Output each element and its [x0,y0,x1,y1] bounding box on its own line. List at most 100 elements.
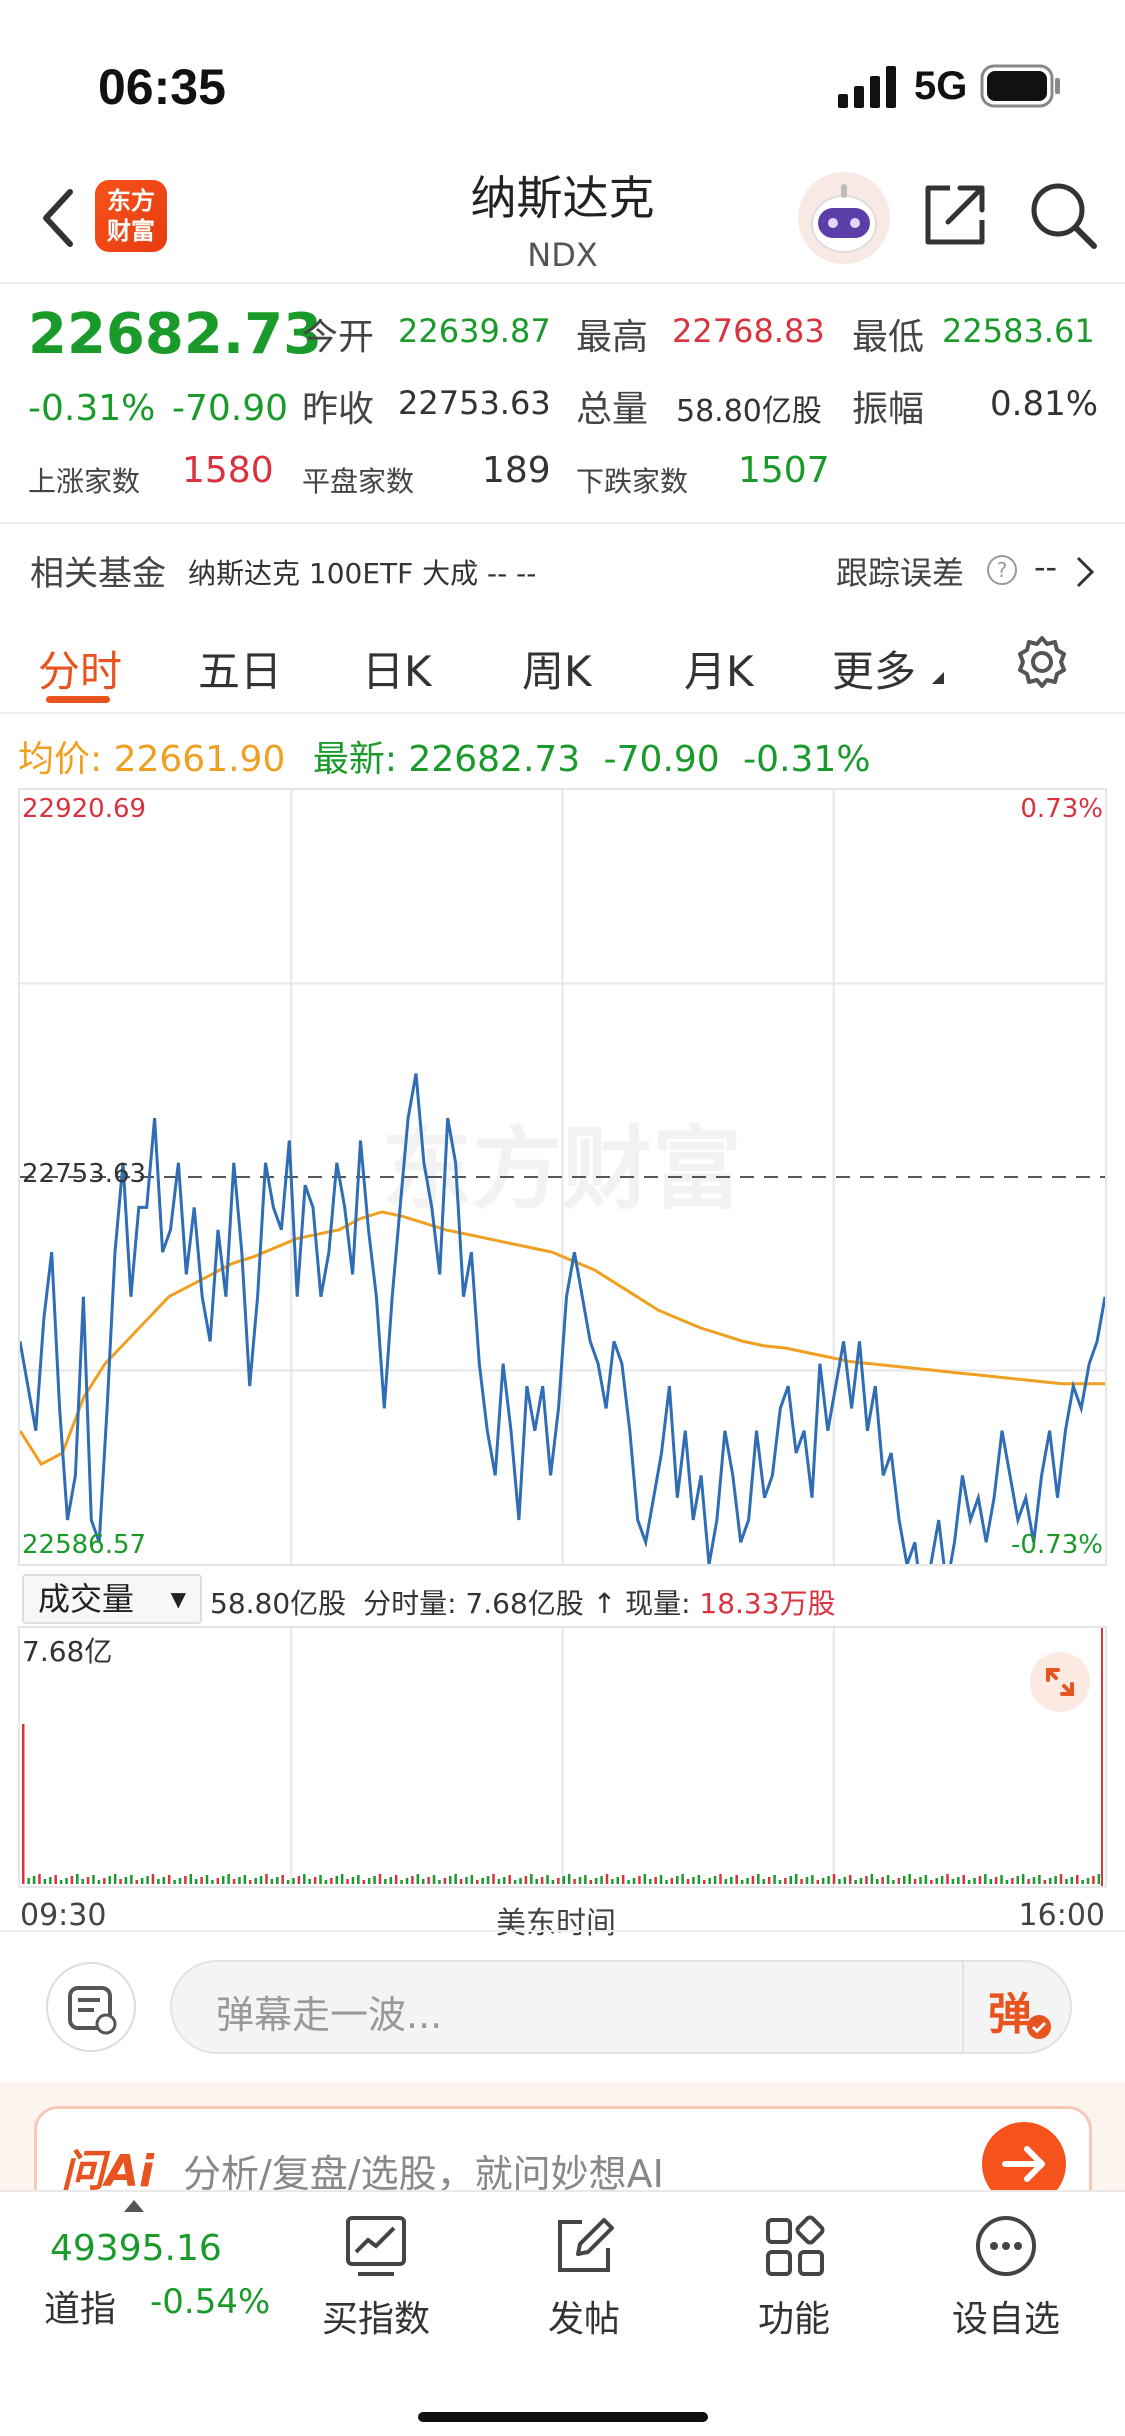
volume-bar [703,1880,706,1884]
nav-bar: 东方 财富 纳斯达克 NDX [0,150,1125,284]
volume-bar [351,1877,355,1884]
add-watchlist-button[interactable]: 设自选 [936,2214,1076,2342]
battery-icon [980,64,1060,108]
buy-index-button[interactable]: 买指数 [306,2214,446,2342]
volume-bar [227,1874,230,1884]
avg-price-label: 均价: [18,739,103,780]
volume-bar [38,1874,41,1884]
volume-bar [1032,1877,1036,1884]
danmu-settings-button[interactable] [46,1962,136,2052]
ai-placeholder: 分析/复盘/选股，就问妙想AI [183,2152,664,2196]
volume-indicator-select[interactable]: 成交量 ▼ [22,1574,202,1624]
period-tabs: 分时 五日 日K 周K 月K 更多 [0,614,1125,714]
functions-button[interactable]: 功能 [724,2214,864,2342]
back-icon[interactable] [38,188,78,248]
share-icon[interactable] [920,180,990,250]
volume-bar [740,1880,744,1884]
volume-bar [1043,1880,1047,1884]
tab-monthly-k[interactable]: 月K [684,647,754,696]
high-value: 22768.83 [672,312,825,350]
search-icon[interactable] [1028,180,1100,252]
volume-bar [951,1879,955,1884]
volume-bar [70,1876,74,1884]
volume-bar [232,1879,236,1884]
intraday-chart[interactable]: 东方财富 22920.69 0.73% 22753.63 22586.57 -0… [18,788,1107,1566]
intraday-chart-svg: 东方财富 [20,790,1105,1564]
danmu-input[interactable]: 弹幕走一波... 弹 [170,1960,1072,2054]
add-watchlist-label: 设自选 [951,2299,1060,2340]
buy-index-label: 买指数 [321,2299,430,2340]
comment-bar: 弹幕走一波... 弹 [0,1930,1125,2080]
open-label: 今开 [302,317,375,358]
index-ticker[interactable]: 49395.16 道指 -0.54% [0,2192,300,2342]
volume-bar [346,1879,349,1884]
ai-logo: 问Ai [61,2146,155,2197]
volume-bar [103,1878,106,1884]
low-value: 22583.61 [942,312,1095,350]
volume-bar [49,1877,52,1884]
volume-bar [665,1880,668,1884]
settings-gear-icon[interactable] [1014,634,1070,690]
volume-bar [340,1874,344,1884]
tracking-error-label: 跟踪误差 [836,554,965,592]
volume-bar [530,1874,533,1884]
volume-bar [411,1876,414,1884]
danmu-send-button[interactable]: 弹 [962,1962,1070,2052]
network-type: 5G [914,64,968,108]
volume-bar [189,1874,193,1884]
tab-daily-k[interactable]: 日K [362,647,432,696]
flat-count: 189 [482,450,551,491]
volume-bar [27,1878,30,1884]
volume-bar [935,1878,938,1884]
time-axis: 09:30 美东时间 16:00 [18,1894,1107,1941]
volume-bar [59,1880,63,1884]
tab-intraday[interactable]: 分时 [38,647,123,696]
volume-bar [908,1874,911,1884]
post-button[interactable]: 发帖 [514,2214,654,2342]
tab-more[interactable]: 更多 [832,647,917,696]
volume-bar [448,1876,452,1884]
volume-bar [367,1878,371,1884]
volume-bar [432,1875,436,1884]
expand-icon[interactable] [1028,1650,1092,1714]
volume-bar [648,1879,652,1884]
period-volume-label: 分时量: [363,1587,457,1620]
volume-bar [838,1879,841,1884]
volume-bar [508,1875,511,1884]
volume-bar [276,1877,279,1884]
help-icon[interactable]: ? [986,554,1018,586]
volume-bar [124,1877,128,1884]
volume-bar [751,1876,755,1884]
latest-change-pct: -0.31% [743,739,871,780]
volume-bar [303,1874,306,1884]
tab-five-day[interactable]: 五日 [198,647,283,696]
volume-bar [713,1876,717,1884]
volume-bar [778,1880,782,1884]
volume-bar [897,1878,901,1884]
volume-bar [1048,1878,1052,1884]
volume-bar [1021,1874,1025,1884]
down-count-label: 下跌家数 [576,465,689,498]
volume-bar [903,1876,906,1884]
related-fund-row[interactable]: 相关基金 纳斯达克 100ETF 大成 -- -- 跟踪误差 ? -- [0,522,1125,606]
up-arrow-icon: ↑ [592,1587,617,1620]
volume-chart[interactable]: 7.68亿 [18,1626,1107,1888]
more-icon [976,2216,1036,2276]
volume-bar [794,1874,798,1884]
tab-weekly-k[interactable]: 周K [522,647,592,696]
volume-bar [957,1877,960,1884]
volume-bar [281,1875,284,1884]
volume-bar [1065,1879,1068,1884]
related-fund-label: 相关基金 [30,554,166,594]
now-volume: 18.33万股 [699,1587,836,1620]
robot-assistant-icon[interactable] [796,170,892,266]
page-title: 纳斯达克 [470,171,655,225]
volume-bar [767,1877,771,1884]
volume-bar [32,1876,36,1884]
volume-bar [865,1876,868,1884]
volume-bar [594,1878,598,1884]
danmu-list-icon [68,1986,117,2035]
edit-icon [558,2218,614,2272]
arrow-right-icon[interactable] [981,2121,1067,2207]
volume-bar [443,1878,447,1884]
